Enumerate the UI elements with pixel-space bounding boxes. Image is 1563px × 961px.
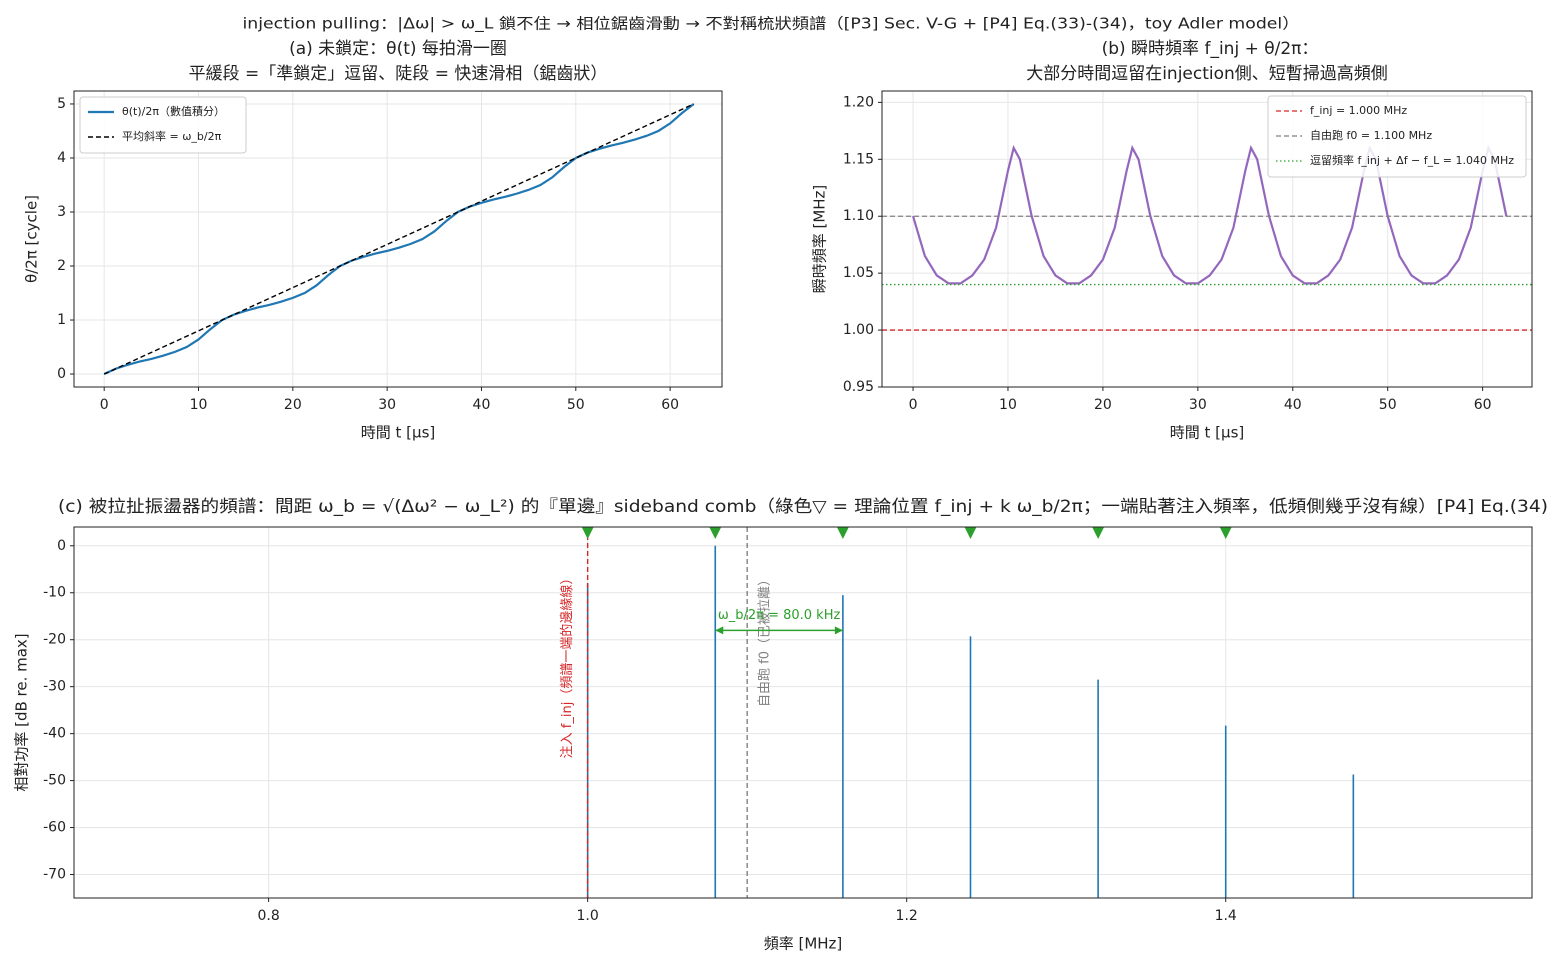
y-tick-label: -30: [43, 679, 66, 695]
theory-marker: [964, 527, 977, 539]
y-axis-label: 相對功率 [dB re. max]: [13, 633, 31, 791]
x-tick-label: 1.4: [1215, 908, 1237, 924]
plot-frame: [73, 526, 1533, 899]
y-tick-label: -60: [43, 820, 66, 836]
x-tick-label: 10: [999, 397, 1017, 413]
legend-label: 自由跑 f0 = 1.100 MHz: [1310, 128, 1432, 142]
x-tick-label: 40: [1284, 397, 1302, 413]
x-axis-label: 頻率 [MHz]: [764, 935, 843, 953]
y-axis-label: θ/2π [cycle]: [23, 195, 41, 283]
plot-frame: [73, 90, 723, 388]
chart-title: (b) 瞬時頻率 f_inj + θ/2π：: [1102, 39, 1319, 59]
theory-marker: [1092, 527, 1105, 539]
x-tick-label: 40: [473, 397, 491, 413]
x-tick-label: 60: [1474, 397, 1492, 413]
x-tick-label: 30: [378, 397, 396, 413]
y-tick-label: 1.05: [843, 265, 874, 281]
arrow-head: [834, 626, 843, 635]
y-tick-label: 1.20: [843, 94, 874, 110]
chart-subtitle: 大部分時間逗留在injection側、短暫掃過高頻側: [1026, 64, 1388, 84]
y-tick-label: 2: [57, 258, 66, 274]
y-tick-label: 0: [57, 366, 66, 382]
y-tick-label: -50: [43, 773, 66, 789]
legend-label: θ(t)/2π（數值積分）: [122, 104, 225, 118]
x-tick-label: 60: [661, 397, 679, 413]
line-series: [911, 144, 1508, 285]
x-tick-label: 30: [1189, 397, 1207, 413]
legend-box: [1267, 95, 1527, 178]
vertical-line-label: 注入 f_inj（頻譜一端的邊緣線）: [559, 572, 575, 759]
y-tick-label: -70: [43, 867, 66, 883]
y-tick-label: 0: [57, 538, 66, 554]
x-tick-label: 10: [190, 397, 208, 413]
x-tick-label: 1.2: [896, 908, 918, 924]
legend-label: 平均斜率 = ω_b/2π: [122, 129, 222, 143]
theory-marker: [581, 527, 594, 539]
y-tick-label: -40: [43, 726, 66, 742]
x-tick-label: 1.0: [577, 908, 599, 924]
chart-subtitle: 平緩段 =「準鎖定」逗留、陡段 = 快速滑相（鋸齒狀）: [189, 64, 608, 84]
figure-title: injection pulling：|Δω| > ω_L 鎖不住 → 相位鋸齒滑…: [243, 15, 1300, 34]
x-tick-label: 0.8: [257, 908, 279, 924]
y-tick-label: 1.15: [843, 151, 874, 167]
line-series: [103, 103, 694, 375]
x-axis-label: 時間 t [μs]: [1170, 424, 1244, 442]
y-tick-label: 3: [57, 204, 66, 220]
x-axis-label: 時間 t [μs]: [361, 424, 435, 442]
plot-frame: [881, 90, 1533, 388]
legend-box: [79, 96, 247, 154]
x-tick-label: 0: [909, 397, 918, 413]
y-tick-label: 4: [57, 150, 66, 166]
arrow-label: ω_b/2π = 80.0 kHz: [718, 608, 841, 623]
x-tick-label: 50: [567, 397, 585, 413]
theory-marker: [836, 527, 849, 539]
x-tick-label: 20: [284, 397, 302, 413]
arrow-head: [715, 626, 724, 635]
y-tick-label: 1.10: [843, 208, 874, 224]
chart-title: (c) 被拉扯振盪器的頻譜：間距 ω_b = √(Δω² − ω_L²) 的『單…: [58, 497, 1548, 517]
x-tick-label: 50: [1379, 397, 1397, 413]
chart-title: (a) 未鎖定：θ(t) 每拍滑一圈: [289, 39, 507, 59]
legend-label: f_inj = 1.000 MHz: [1310, 104, 1407, 117]
legend-label: 逗留頻率 f_inj + Δf − f_L = 1.040 MHz: [1310, 153, 1514, 167]
theory-marker: [1219, 527, 1232, 539]
x-tick-label: 20: [1094, 397, 1112, 413]
x-tick-label: 0: [100, 397, 109, 413]
y-tick-label: 5: [57, 96, 66, 112]
y-tick-label: 1.00: [843, 322, 874, 338]
theory-marker: [709, 527, 722, 539]
vertical-line-label: 自由跑 f0（已被拉離）: [758, 573, 773, 707]
y-tick-label: -20: [43, 632, 66, 648]
y-tick-label: -10: [43, 585, 66, 601]
y-axis-label: 瞬時頻率 [MHz]: [811, 185, 829, 294]
line-series: [103, 103, 695, 376]
y-tick-label: 0.95: [843, 379, 874, 395]
y-tick-label: 1: [57, 312, 66, 328]
